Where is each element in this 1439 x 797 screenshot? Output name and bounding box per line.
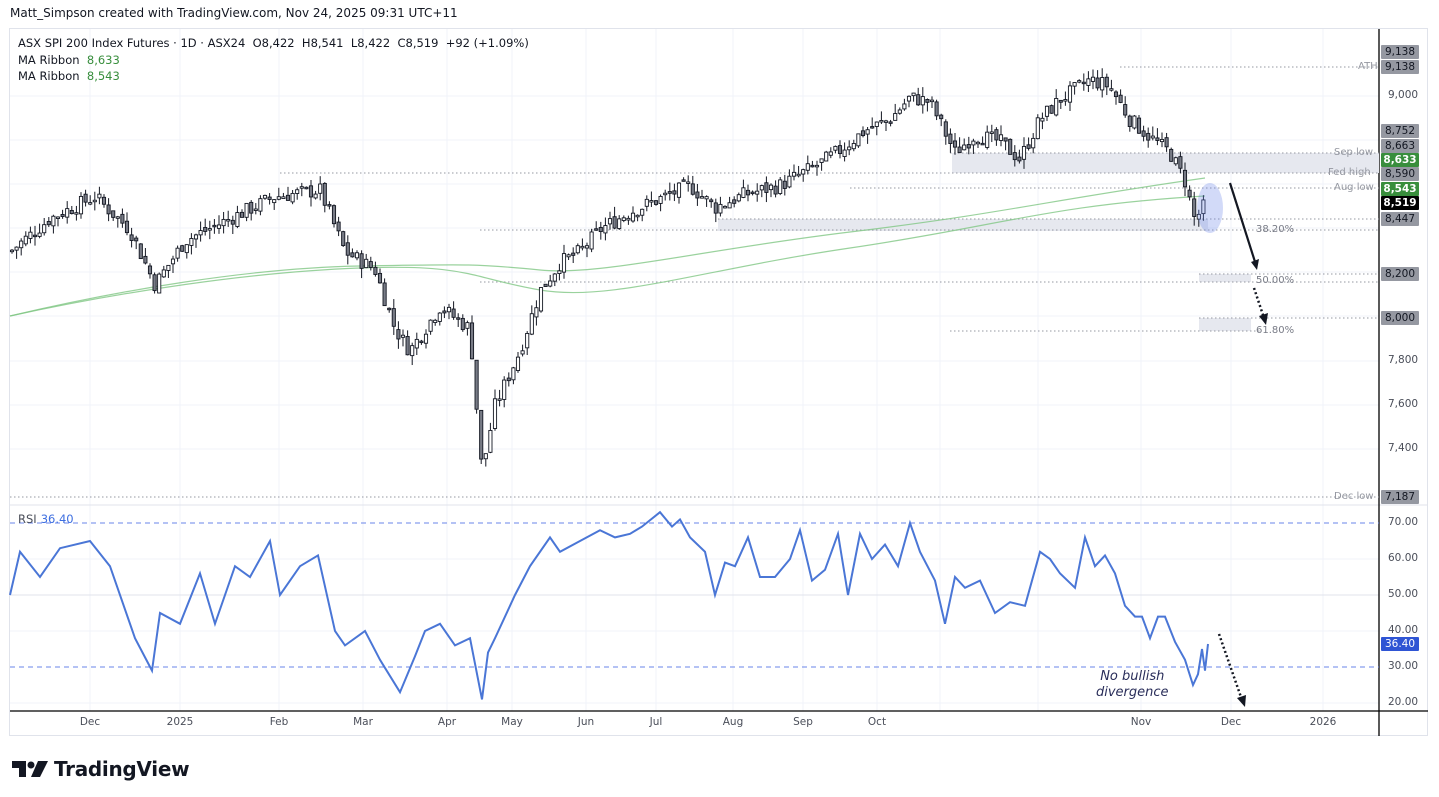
tradingview-logo[interactable]: TradingView [12,757,190,781]
ohlc-low: L8,422 [350,36,391,50]
annotation-no-bullish-divergence: No bullish divergence [1096,669,1169,701]
symbol-name: ASX SPI 200 Index Futures · 1D · ASX24 [18,36,246,50]
symbol-line[interactable]: ASX SPI 200 Index Futures · 1D · ASX24 O… [18,35,529,52]
fib-label: 50.00% [1256,275,1295,286]
price-tag-8000: 8,000 [1381,311,1419,325]
price-tag-8447: 8,447 [1381,212,1419,226]
level-label-sep-low: Sep low [1334,147,1374,158]
date-label: 2026 [1309,716,1337,728]
ma-ribbon-value: 8,633 [86,52,120,67]
annotation-line: No bullish [1100,669,1165,684]
rsi-label: RSI [18,512,37,526]
date-label: Nov [1130,716,1152,728]
date-label: Aug [722,716,744,728]
ma-ribbon-2[interactable]: MA Ribbon 8,543 [18,68,529,85]
date-label: Feb [269,716,289,728]
date-label: Mar [353,716,373,728]
price-tick: 7,800 [1388,354,1419,366]
ohlc-close: C8,519 [397,36,439,50]
price-tag-9138: 9,138 [1381,60,1419,74]
price-tag-8590: 8,590 [1381,167,1419,181]
rsi-legend[interactable]: RSI 36.40 [18,512,74,526]
date-label: Jul [649,716,663,728]
ma-ribbon-label: MA Ribbon [18,69,80,83]
level-label-dec-low: Dec low [1334,491,1374,502]
date-label: Apr [437,716,457,728]
rsi-tick: 30.00 [1388,660,1419,672]
price-tag-8633: 8,633 [1381,153,1419,167]
ma-ribbon-value: 8,543 [86,69,120,83]
ohlc-change: +92 (+1.09%) [445,36,529,50]
price-tick: 7,400 [1388,442,1419,454]
level-label-fed-high: Fed high [1328,167,1371,178]
date-label: Sep [793,716,813,728]
ma-ribbon-label: MA Ribbon [18,52,80,67]
tradingview-logo-text: TradingView [54,757,190,781]
chart-legend: ASX SPI 200 Index Futures · 1D · ASX24 O… [18,35,529,85]
rsi-value: 36.40 [40,512,74,526]
price-tag-8663: 8,663 [1381,139,1419,153]
date-label: Oct [867,716,887,728]
rsi-tick: 60.00 [1388,552,1419,564]
price-tag-8519: 8,519 [1381,196,1419,210]
rsi-tick: 50.00 [1388,588,1419,600]
chart-frame [9,28,1428,736]
price-tag-8752: 8,752 [1381,124,1419,138]
date-label: Dec [79,716,101,728]
price-tag-7187: 7,187 [1381,490,1419,504]
rsi-tick: 40.00 [1388,624,1419,636]
price-tag-9138: 9,138 [1381,45,1419,59]
level-label-aug-low: Aug low [1334,182,1374,193]
price-tag-8543: 8,543 [1381,182,1419,196]
rsi-tick: 20.00 [1388,696,1419,708]
date-label: Jun [577,716,595,728]
rsi-tick: 70.00 [1388,516,1419,528]
ma-ribbon-1[interactable]: MA Ribbon 8,633 [18,52,529,69]
level-label-ath: ATH [1358,61,1378,72]
fib-label: 61.80% [1256,325,1295,336]
ohlc-high: H8,541 [301,36,344,50]
ohlc-open: O8,422 [252,36,295,50]
chart-credit: Matt_Simpson created with TradingView.co… [10,6,458,20]
price-tick: 7,600 [1388,398,1419,410]
tradingview-logo-icon [12,761,48,777]
price-tag-8200: 8,200 [1381,267,1419,281]
date-label: May [501,716,523,728]
rsi-current-tag: 36.40 [1381,636,1419,651]
annotation-line: divergence [1096,685,1169,700]
date-label: Dec [1220,716,1242,728]
date-label: 2025 [166,716,194,728]
fib-label: 38.20% [1256,224,1295,235]
price-tick: 9,000 [1388,89,1419,101]
